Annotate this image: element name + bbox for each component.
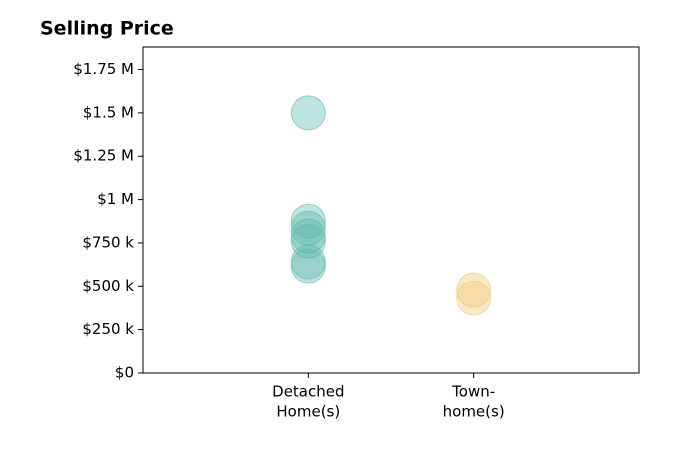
plot-frame xyxy=(142,46,640,374)
chart-title: Selling Price xyxy=(40,18,174,40)
point xyxy=(456,272,492,308)
point xyxy=(290,223,326,259)
y-tick-label: $1.75 M xyxy=(73,60,134,78)
point xyxy=(290,95,326,131)
y-tick-label: $500 k xyxy=(82,277,134,295)
point xyxy=(290,248,326,284)
y-tick-label: $1.25 M xyxy=(73,147,134,165)
point xyxy=(290,218,326,254)
x-tick-label: Town- xyxy=(451,383,495,401)
point xyxy=(456,280,492,316)
x-tick-label: Detached xyxy=(272,383,344,401)
y-tick-label: $1.5 M xyxy=(83,103,134,121)
y-tick-label: $750 k xyxy=(82,233,134,251)
point xyxy=(290,203,326,239)
x-tick-label: home(s) xyxy=(443,403,505,421)
y-tick-label: $0 xyxy=(115,364,134,382)
y-tick-label: $1 M xyxy=(97,190,134,208)
x-tick-label: Home(s) xyxy=(276,403,340,421)
y-tick-label: $250 k xyxy=(82,320,134,338)
point xyxy=(290,244,326,280)
